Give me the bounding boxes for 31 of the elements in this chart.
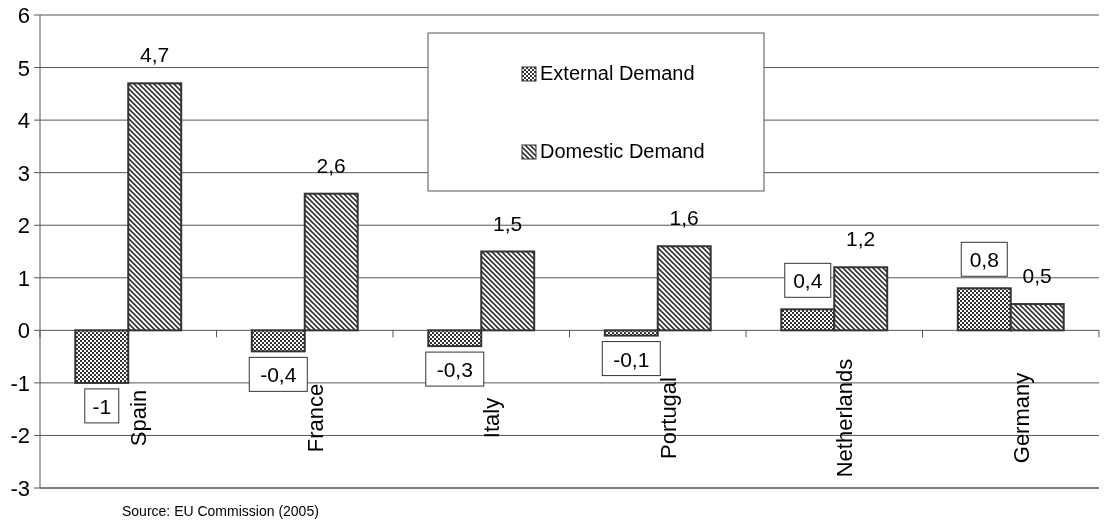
data-label: 0,4 (793, 269, 823, 293)
data-label: 0,8 (969, 248, 999, 272)
x-tick-label: Italy (479, 397, 505, 439)
data-label: 1,6 (669, 206, 699, 230)
y-tick-label: -2 (10, 423, 30, 449)
y-tick-label: 3 (17, 160, 30, 186)
y-tick-label: 2 (17, 213, 30, 239)
legend-label: External Demand (540, 62, 695, 84)
x-tick-label: Spain (126, 389, 152, 447)
source-note: Source: EU Commission (2005) (122, 503, 319, 519)
data-label: -0,3 (436, 358, 473, 382)
data-label: -1 (92, 394, 112, 418)
data-label: 0,5 (1022, 264, 1052, 288)
y-tick-label: 5 (17, 55, 30, 81)
y-tick-label: 0 (17, 318, 30, 344)
x-tick-label: Germany (1008, 372, 1034, 464)
y-tick-label: 1 (17, 265, 30, 291)
data-label: 2,6 (316, 153, 346, 177)
data-label: -0,4 (260, 363, 297, 387)
legend-label: Domestic Demand (540, 140, 705, 162)
data-label: 4,7 (140, 43, 170, 67)
x-tick-label: Netherlands (832, 358, 858, 478)
y-tick-label: 4 (17, 108, 30, 134)
x-tick-label: Portugal (655, 377, 681, 459)
x-tick-label: France (302, 383, 328, 453)
data-label: 1,2 (846, 227, 876, 251)
y-tick-label: -1 (10, 370, 30, 396)
data-label: 1,5 (493, 211, 523, 235)
data-label: -0,1 (613, 347, 650, 371)
y-tick-label: 6 (17, 3, 30, 28)
y-tick-label: -3 (10, 476, 30, 501)
